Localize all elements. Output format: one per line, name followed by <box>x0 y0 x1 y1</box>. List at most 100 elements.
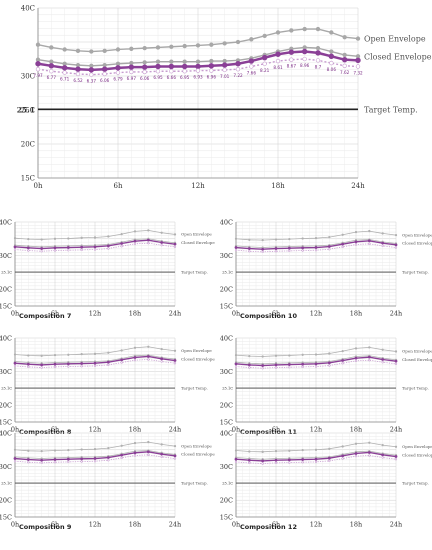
data-point <box>13 364 17 368</box>
x-tick-label: 24h <box>390 426 402 434</box>
point-label: 7.97 <box>33 73 43 78</box>
x-tick-label: 6h <box>272 426 280 434</box>
data-point <box>315 26 321 32</box>
series-label: Open Envelope <box>181 232 212 237</box>
data-point <box>53 449 57 452</box>
point-label: 6.52 <box>73 78 83 83</box>
data-point <box>160 443 163 446</box>
data-point <box>93 447 97 451</box>
data-point <box>274 458 278 462</box>
data-point <box>146 355 150 358</box>
data-point <box>262 33 267 39</box>
y-tick-label: 20C <box>0 401 12 409</box>
data-point <box>261 459 265 463</box>
data-point <box>341 242 345 246</box>
grid <box>235 221 397 307</box>
data-point <box>142 45 147 51</box>
data-point <box>155 59 161 64</box>
data-point <box>133 230 137 233</box>
data-point <box>301 362 305 366</box>
chart-panel-1: 15C 20C 30C 40C 0h 6h 12h 18h 24h 25.1C Target Tem… <box>0 218 215 320</box>
data-point <box>160 452 164 456</box>
point-label: 7.32 <box>353 70 363 75</box>
data-point <box>394 458 398 461</box>
data-point <box>222 41 227 46</box>
data-point <box>147 345 150 348</box>
data-point <box>67 249 70 252</box>
data-point <box>40 363 44 367</box>
data-point <box>248 238 251 241</box>
x-tick-label: 6h <box>51 310 59 318</box>
data-point <box>209 68 214 73</box>
target-value-label: 25.1C <box>222 482 233 486</box>
data-point <box>247 247 251 250</box>
y-tick-label: 15C <box>0 302 12 310</box>
data-point <box>142 69 147 75</box>
data-point <box>301 249 304 252</box>
data-point <box>394 233 398 237</box>
data-point <box>381 348 384 351</box>
x-tick-label: 12h <box>310 521 322 529</box>
y-tick-label: 30C <box>21 72 35 80</box>
y-tick-label: 15C <box>220 513 233 521</box>
data-point <box>287 458 291 462</box>
data-point <box>354 442 358 445</box>
data-point <box>328 235 331 239</box>
data-point <box>66 246 70 249</box>
data-point <box>93 245 97 249</box>
data-point <box>355 36 361 41</box>
data-point <box>115 70 121 75</box>
data-point <box>89 63 94 68</box>
data-point <box>234 449 238 452</box>
x-tick-label: 0h <box>11 521 19 529</box>
data-point <box>381 453 385 457</box>
data-point <box>314 362 318 366</box>
data-point <box>35 57 41 62</box>
data-point <box>53 246 57 250</box>
data-point <box>107 235 110 238</box>
data-point <box>75 71 81 77</box>
data-point <box>275 51 281 57</box>
data-point <box>275 58 281 64</box>
data-point <box>49 45 54 50</box>
data-point <box>327 245 331 248</box>
data-point <box>106 360 110 364</box>
data-point <box>40 461 43 465</box>
data-point <box>173 242 177 246</box>
data-point <box>288 366 291 369</box>
data-point <box>53 461 57 464</box>
data-point <box>261 450 264 453</box>
data-point <box>274 363 278 367</box>
data-point <box>368 441 371 444</box>
y-tick-label: 30C <box>220 252 233 260</box>
data-point <box>341 454 345 458</box>
data-point <box>261 247 265 251</box>
data-point <box>133 356 137 359</box>
data-point <box>102 62 107 68</box>
data-point <box>287 363 291 366</box>
point-label: 6.06 <box>100 78 110 83</box>
data-point <box>80 236 83 239</box>
data-point <box>49 69 54 74</box>
point-label: 6.77 <box>47 75 57 80</box>
data-point <box>342 35 347 40</box>
data-point <box>120 361 123 364</box>
point-label: 7.62 <box>340 70 350 75</box>
point-label: 7.66 <box>247 70 257 75</box>
data-point <box>173 233 177 236</box>
data-point <box>53 353 57 357</box>
data-point <box>160 241 164 244</box>
x-tick-label: 12h <box>89 426 101 434</box>
data-point <box>274 247 278 250</box>
data-point <box>288 354 291 357</box>
data-point <box>394 243 398 247</box>
data-point <box>354 243 358 246</box>
data-point <box>327 456 331 460</box>
data-point <box>341 349 344 353</box>
data-point <box>394 455 398 458</box>
data-point <box>160 231 163 234</box>
data-point <box>169 69 174 74</box>
data-point <box>120 242 124 245</box>
data-point <box>234 362 238 366</box>
data-point <box>115 65 121 71</box>
